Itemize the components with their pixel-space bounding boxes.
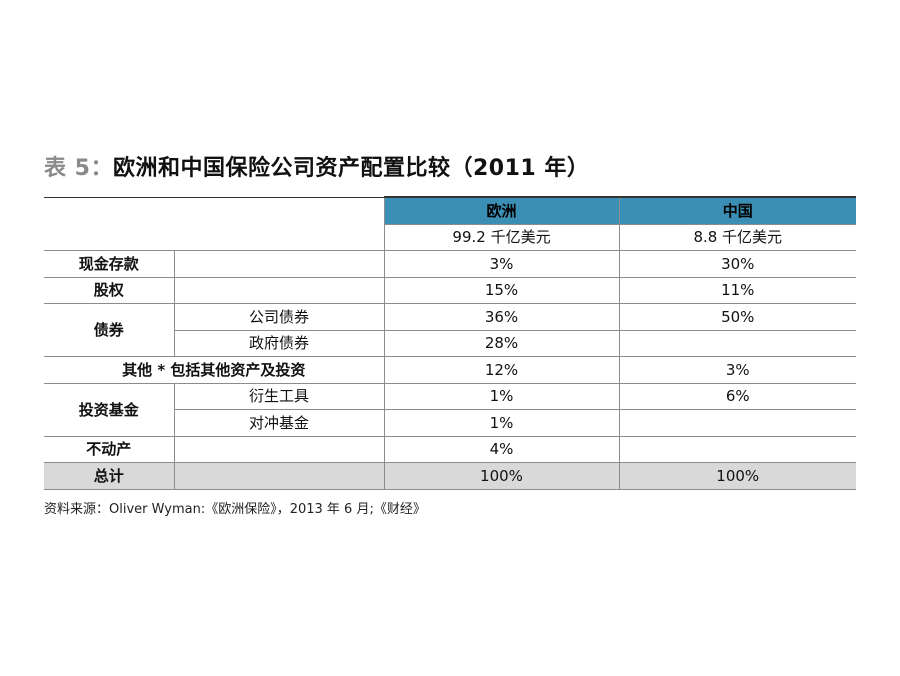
row-label-investment-funds: 投资基金 <box>44 382 175 437</box>
row-label-equity: 股权 <box>44 276 175 304</box>
table-row: 不动产 4% <box>44 435 856 463</box>
europe-total-assets: 99.2 千亿美元 <box>384 223 620 251</box>
table-number: 表 5： <box>44 156 113 181</box>
cell-china <box>618 409 856 437</box>
cell-europe: 12% <box>383 356 620 384</box>
table-row: 其他 * 包括其他资产及投资 12% 3% <box>44 356 856 384</box>
cell-china: 50% <box>618 303 856 331</box>
table-title: 表 5：欧洲和中国保险公司资产配置比较（2011 年） <box>44 152 589 186</box>
row-label-total: 总计 <box>44 462 175 490</box>
cell-europe: 4% <box>383 435 620 463</box>
source-note: 资料来源：Oliver Wyman:《欧洲保险》，2013 年 6 月;《财经》 <box>44 502 426 517</box>
cell-europe: 36% <box>383 303 620 331</box>
cell-china-total: 100% <box>618 462 856 490</box>
row-label-real-estate: 不动产 <box>44 435 175 463</box>
empty-subcell <box>173 276 385 304</box>
table-row: 政府债券 28% <box>44 329 856 357</box>
row-label-other: 其他 * 包括其他资产及投资 <box>44 356 385 384</box>
header-europe: 欧洲 <box>383 196 620 225</box>
sub-label-derivatives: 衍生工具 <box>173 382 385 410</box>
cell-china <box>618 329 856 357</box>
table-title-text: 欧洲和中国保险公司资产配置比较（2011 年） <box>112 156 590 181</box>
cell-europe: 1% <box>383 409 620 437</box>
asset-allocation-table: 欧洲 中国 99.2 千亿美元 8.8 千亿美元 现金存款 3% 30% 股权 … <box>44 196 856 490</box>
cell-europe: 28% <box>383 329 620 357</box>
table-row: 股权 15% 11% <box>44 276 856 304</box>
cell-china: 3% <box>618 356 856 384</box>
table-row: 对冲基金 1% <box>44 409 856 437</box>
row-label-bonds: 债券 <box>44 303 175 357</box>
sub-label-government-bonds: 政府债券 <box>174 329 385 357</box>
cell-europe: 15% <box>383 276 620 304</box>
sub-label-hedge-funds: 对冲基金 <box>174 409 385 437</box>
empty-subcell <box>173 462 385 490</box>
row-label-cash: 现金存款 <box>44 250 175 278</box>
table-row: 债券 公司债券 36% 50% <box>44 303 856 357</box>
cell-china: 30% <box>618 250 856 278</box>
cell-europe: 1% <box>383 382 620 410</box>
table-row: 投资基金 衍生工具 1% 6% <box>44 382 856 437</box>
total-assets-row: 99.2 千亿美元 8.8 千亿美元 <box>44 223 856 251</box>
cell-china: 6% <box>618 382 856 410</box>
sub-label-corporate-bonds: 公司债券 <box>173 303 385 331</box>
table-row: 现金存款 3% 30% <box>44 250 856 278</box>
header-row: 欧洲 中国 <box>44 196 856 251</box>
header-china: 中国 <box>618 196 856 225</box>
cell-china: 11% <box>618 276 856 304</box>
cell-europe-total: 100% <box>383 462 620 490</box>
header-blank-cell <box>44 196 385 251</box>
cell-europe: 3% <box>383 250 620 278</box>
china-total-assets: 8.8 千亿美元 <box>618 223 856 251</box>
total-row: 总计 100% 100% <box>44 462 856 490</box>
empty-subcell <box>173 435 385 463</box>
empty-subcell <box>173 250 385 278</box>
cell-china <box>618 435 856 463</box>
